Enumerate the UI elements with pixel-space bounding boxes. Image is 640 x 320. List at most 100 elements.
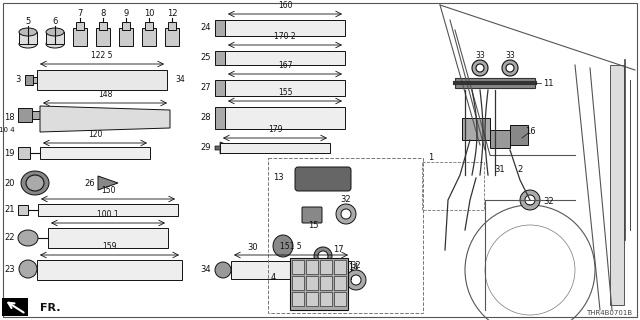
Bar: [48, 228, 168, 248]
Bar: [306, 260, 318, 274]
Bar: [32, 111, 40, 119]
Bar: [215, 20, 225, 36]
Text: 12: 12: [167, 10, 177, 19]
Bar: [306, 276, 318, 290]
Text: 23: 23: [4, 265, 15, 274]
Bar: [18, 147, 30, 159]
Text: FR.: FR.: [40, 303, 61, 313]
Text: 21: 21: [4, 205, 15, 214]
Polygon shape: [98, 176, 118, 190]
Text: 24: 24: [200, 23, 211, 33]
Bar: [142, 28, 156, 46]
Ellipse shape: [21, 171, 49, 195]
Text: 32: 32: [543, 197, 554, 206]
Bar: [610, 65, 624, 305]
Polygon shape: [40, 106, 170, 132]
Bar: [168, 22, 176, 30]
Text: 167: 167: [278, 61, 292, 70]
Bar: [37, 70, 167, 90]
Bar: [320, 260, 332, 274]
Text: 100 1: 100 1: [97, 210, 119, 219]
Text: 25: 25: [200, 53, 211, 62]
Text: 151 5: 151 5: [280, 242, 302, 251]
Text: 17: 17: [333, 245, 344, 254]
FancyBboxPatch shape: [295, 167, 351, 191]
Text: 34: 34: [200, 266, 211, 275]
Bar: [37, 260, 182, 280]
Bar: [320, 276, 332, 290]
Bar: [306, 292, 318, 306]
Ellipse shape: [46, 28, 64, 36]
Bar: [422, 162, 484, 210]
Bar: [510, 125, 528, 145]
Text: 32: 32: [340, 196, 351, 204]
Text: 3: 3: [15, 76, 21, 84]
Text: 14: 14: [348, 263, 358, 273]
Bar: [33, 77, 39, 83]
Bar: [334, 292, 346, 306]
Bar: [18, 205, 28, 215]
Bar: [490, 130, 510, 148]
Bar: [40, 147, 150, 159]
Text: 1: 1: [428, 153, 433, 162]
Ellipse shape: [273, 235, 293, 257]
Bar: [122, 22, 130, 30]
Ellipse shape: [18, 230, 38, 246]
Bar: [334, 276, 346, 290]
Text: 29: 29: [200, 143, 211, 153]
Text: 30: 30: [248, 244, 258, 252]
Text: 10 4: 10 4: [0, 127, 15, 133]
Bar: [220, 143, 330, 153]
Text: 31: 31: [495, 165, 506, 174]
Bar: [46, 32, 64, 44]
Bar: [215, 51, 225, 65]
Ellipse shape: [26, 175, 44, 191]
Text: 120: 120: [88, 130, 102, 139]
Text: THR4B0701B: THR4B0701B: [586, 310, 632, 316]
Text: 33: 33: [475, 52, 485, 60]
Bar: [145, 22, 153, 30]
Text: 4: 4: [270, 274, 276, 283]
Text: 11: 11: [543, 78, 554, 87]
Bar: [96, 28, 110, 46]
Bar: [290, 258, 348, 310]
Text: 170 2: 170 2: [274, 32, 296, 41]
Text: 26: 26: [84, 179, 95, 188]
Bar: [165, 28, 179, 46]
Text: 22: 22: [4, 234, 15, 243]
Text: 148: 148: [98, 90, 112, 99]
Bar: [99, 22, 107, 30]
Text: 6: 6: [52, 18, 58, 27]
Bar: [292, 276, 304, 290]
Text: 19: 19: [4, 148, 15, 157]
FancyArrow shape: [215, 142, 238, 154]
Bar: [268, 158, 423, 313]
Bar: [25, 75, 33, 85]
Ellipse shape: [215, 262, 231, 278]
Bar: [455, 78, 535, 88]
Text: 122 5: 122 5: [92, 51, 113, 60]
Bar: [18, 108, 32, 122]
Bar: [292, 260, 304, 274]
Text: 2: 2: [517, 165, 523, 174]
Text: 10: 10: [144, 10, 154, 19]
Bar: [225, 20, 345, 36]
Ellipse shape: [46, 40, 64, 48]
Text: 20: 20: [4, 179, 15, 188]
Bar: [225, 80, 345, 96]
Text: 34: 34: [175, 76, 185, 84]
Bar: [334, 260, 346, 274]
Text: 159: 159: [102, 242, 116, 251]
Ellipse shape: [19, 40, 37, 48]
Bar: [231, 261, 351, 279]
Bar: [292, 292, 304, 306]
Text: 18: 18: [4, 113, 15, 122]
Text: 179: 179: [268, 125, 282, 134]
Text: 15: 15: [308, 221, 318, 230]
Bar: [320, 292, 332, 306]
Bar: [225, 107, 345, 129]
Bar: [76, 22, 84, 30]
Text: 28: 28: [200, 114, 211, 123]
Ellipse shape: [19, 28, 37, 36]
Bar: [462, 118, 490, 140]
